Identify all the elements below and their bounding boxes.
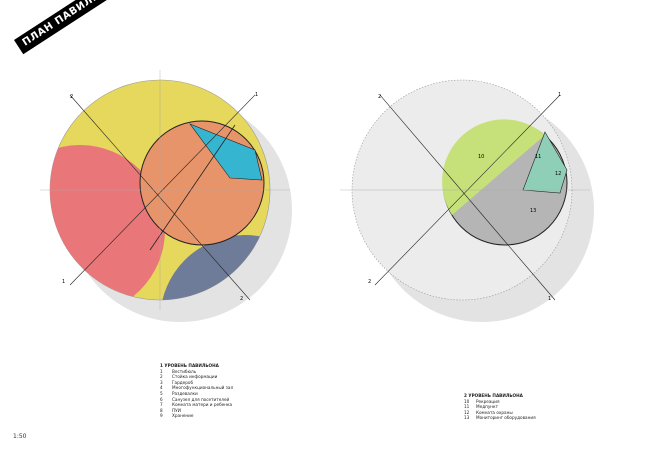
legend-label: Гардероб <box>172 379 194 385</box>
legend-number: 2 <box>160 374 163 380</box>
legend-label: Санузел для посетителей <box>172 396 230 402</box>
svg-text:2: 2 <box>240 296 243 302</box>
legend-label: ПУИ <box>172 407 181 413</box>
legend-number: 3 <box>160 379 163 385</box>
legend-item: 12 Комната охраны <box>464 410 536 416</box>
svg-text:2: 2 <box>368 279 371 285</box>
svg-text:2: 2 <box>70 94 73 100</box>
svg-text:1: 1 <box>558 92 561 98</box>
plan-level-2: 2 1 2 1 10 11 12 13 <box>340 79 594 322</box>
svg-text:1: 1 <box>62 279 65 285</box>
legend-number: 6 <box>160 396 163 402</box>
legend-label: Комната матери и ребенка <box>172 402 233 408</box>
legend-number: 9 <box>160 413 163 419</box>
legend-item: 7 Комната матери и ребенка <box>160 402 233 408</box>
plan-level-1: 2 1 1 2 <box>40 70 292 322</box>
svg-text:11: 11 <box>535 154 541 160</box>
legend-label: Комната охраны <box>476 409 513 415</box>
legend-item: 5 Раздевалки <box>160 391 233 397</box>
legend-item: 13 Мониторинг оборудования <box>464 415 536 421</box>
legend-label: Многофункциональный зал <box>172 385 234 391</box>
room-storage-slate <box>160 235 270 300</box>
legend-item: 10 Рекреация <box>464 399 536 405</box>
legend-item: 4 Многофункциональный зал <box>160 385 233 391</box>
legend-item: 2 Стойка информации <box>160 374 233 380</box>
legend-heading: 1 УРОВЕНЬ ПАВИЛЬОНА <box>160 363 219 368</box>
legend-label: Хранение <box>172 413 194 419</box>
svg-text:10: 10 <box>478 154 484 160</box>
legend-item: 11 Медпункт <box>464 404 536 410</box>
legend-number: 11 <box>464 404 470 410</box>
svg-text:13: 13 <box>530 208 536 214</box>
legend-item: 1 Вестибюль <box>160 369 233 375</box>
legend-number: 12 <box>464 409 470 415</box>
legend-heading: 2 УРОВЕНЬ ПАВИЛЬОНА <box>464 393 523 398</box>
legend-item: 6 Санузел для посетителей <box>160 397 233 403</box>
legend-label: Раздевалки <box>172 390 198 396</box>
legend-number: 1 <box>160 368 163 374</box>
legend-number: 5 <box>160 390 163 396</box>
room-vestibule-red <box>50 145 165 300</box>
legend-item: 9 Хранение <box>160 413 233 419</box>
legend-label: Вестибюль <box>172 368 197 374</box>
svg-text:1: 1 <box>255 92 258 98</box>
legend-number: 4 <box>160 385 163 391</box>
legend-label: Стойка информации <box>172 374 218 380</box>
scale-label: 1:50 <box>13 433 27 440</box>
legend-item: 3 Гардероб <box>160 380 233 386</box>
legend-level-2: 2 УРОВЕНЬ ПАВИЛЬОНА 10 Рекреация 11 Медпунк… <box>464 393 536 421</box>
legend-label: Медпункт <box>476 404 499 410</box>
legend-level-1: 1 УРОВЕНЬ ПАВИЛЬОНА 1 Вестибюль 2 Стойка ин… <box>160 363 233 419</box>
legend-label: Мониторинг оборудования <box>476 415 536 421</box>
legend-label: Рекреация <box>476 398 500 404</box>
legend-number: 7 <box>160 402 163 408</box>
legend-number: 8 <box>160 407 163 413</box>
svg-text:2: 2 <box>378 94 381 100</box>
legend-number: 10 <box>464 398 470 404</box>
legend-item: 8 ПУИ <box>160 408 233 414</box>
svg-text:12: 12 <box>555 171 561 177</box>
legend-number: 13 <box>464 415 470 421</box>
svg-text:1: 1 <box>548 296 551 302</box>
